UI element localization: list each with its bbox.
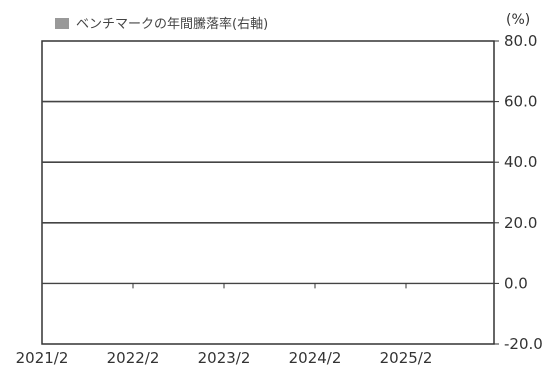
plot-frame <box>41 40 495 345</box>
x-tick-label: 2023/2 <box>198 349 251 367</box>
y-tick-label: -20.0 <box>504 335 543 353</box>
y-axis-unit: (%) <box>506 12 530 28</box>
x-tick-label: 2021/2 <box>16 349 69 367</box>
x-axis-ticks: 2021/2 2022/2 2023/2 2024/2 2025/2 <box>16 283 433 367</box>
y-axis-ticks: -20.0 0.0 20.0 40.0 60.0 80.0 <box>494 32 543 353</box>
y-tick-label: 40.0 <box>504 153 537 171</box>
grid-lines <box>42 100 494 224</box>
y-tick-label: 20.0 <box>504 214 537 232</box>
x-tick-label: 2022/2 <box>107 349 160 367</box>
x-tick-label: 2024/2 <box>289 349 342 367</box>
y-tick-label: 80.0 <box>504 32 537 50</box>
y-tick-label: 60.0 <box>504 93 537 111</box>
legend-swatch <box>55 18 69 29</box>
x-tick-label: 2025/2 <box>380 349 433 367</box>
y-tick-label: 0.0 <box>504 274 528 292</box>
legend-label: ベンチマークの年間騰落率(右軸) <box>76 16 268 32</box>
